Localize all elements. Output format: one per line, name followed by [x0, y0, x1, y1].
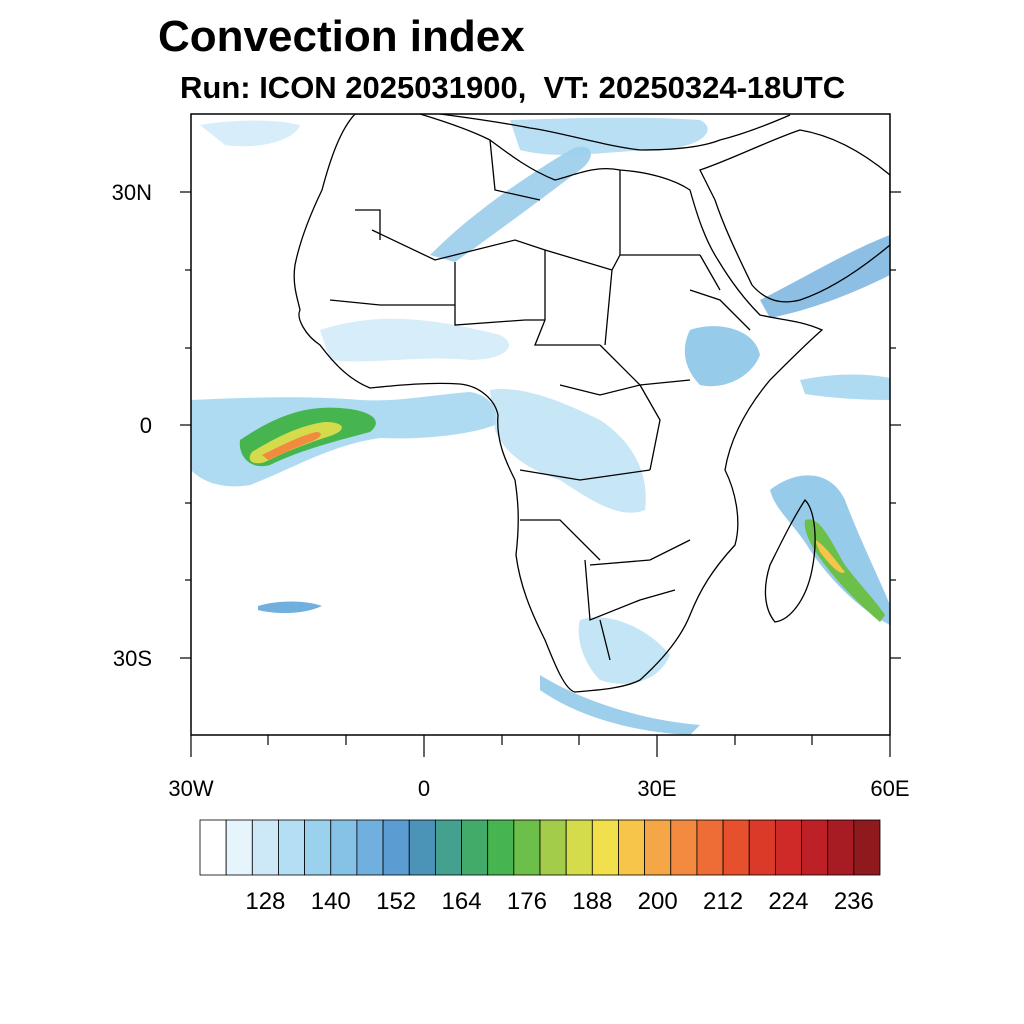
xlabel-30w: 30W — [168, 776, 214, 801]
convection-madagascar-hot — [815, 540, 845, 573]
coastlines-borders — [293, 114, 890, 693]
colorbar-swatch — [251, 819, 279, 876]
colorbar-swatch — [801, 819, 829, 876]
colorbar-swatch — [618, 819, 646, 876]
border-lines — [329, 139, 751, 661]
colorbar-label: 176 — [506, 888, 547, 915]
convection-atlantic-max — [262, 432, 321, 460]
chart-title: Convection index — [158, 12, 525, 61]
colorbar-swatch — [199, 819, 227, 876]
colorbar-label: 128 — [245, 888, 286, 915]
xlabel-0: 0 — [417, 776, 431, 801]
colorbar-swatch — [487, 819, 515, 876]
colorbar-label: 188 — [572, 888, 613, 915]
axis-ticks — [180, 191, 901, 757]
convection-sahel — [320, 318, 509, 362]
colorbar-swatch — [382, 819, 410, 876]
convection-south-africa — [578, 617, 670, 684]
colorbar-label: 200 — [637, 888, 678, 915]
convection-ethiopia — [684, 326, 760, 387]
colorbar — [199, 819, 881, 876]
mediterranean-coast — [439, 114, 791, 151]
colorbar-swatch — [408, 819, 436, 876]
arabian-peninsula — [699, 129, 890, 303]
colorbar-swatch — [591, 819, 619, 876]
convection-fields — [191, 117, 890, 735]
colorbar-swatch — [304, 819, 332, 876]
chart-subtitle: Run: ICON 2025031900, VT: 20250324-18UTC — [180, 70, 846, 105]
colorbar-swatch — [330, 819, 358, 876]
colorbar-swatch — [513, 819, 541, 876]
ylabel-0: 0 — [139, 413, 152, 438]
convection-north-africa — [510, 117, 708, 155]
convection-congo — [490, 389, 646, 513]
convection-arabia — [760, 235, 890, 318]
convection-madagascar-core — [804, 519, 885, 622]
xlabel-60e: 60E — [870, 776, 910, 801]
xlabel-30e: 30E — [637, 776, 677, 801]
colorbar-swatch — [278, 819, 306, 876]
colorbar-label: 140 — [310, 888, 351, 915]
convection-indian-ocean — [800, 374, 890, 400]
colorbar-swatch — [827, 819, 855, 876]
colorbar-swatch — [565, 819, 593, 876]
colorbar-swatch — [774, 819, 802, 876]
colorbar-swatch — [356, 819, 384, 876]
colorbar-label: 152 — [376, 888, 417, 915]
africa-coastline — [293, 114, 824, 693]
colorbar-label: 236 — [833, 888, 874, 915]
convection-west-mediterranean — [200, 120, 300, 147]
colorbar-swatch — [670, 819, 698, 876]
colorbar-label: 164 — [441, 888, 482, 915]
madagascar-coastline — [764, 498, 816, 623]
colorbar-swatch — [461, 819, 489, 876]
convection-atlantic-itcz — [191, 392, 497, 487]
convection-sahara-streak — [430, 146, 591, 262]
colorbar-swatch — [696, 819, 724, 876]
colorbar-swatch — [225, 819, 253, 876]
convection-south-atlantic — [258, 601, 322, 614]
colorbar-swatch — [539, 819, 567, 876]
colorbar-swatch — [853, 819, 881, 876]
colorbar-swatch — [722, 819, 750, 876]
convection-southern-ocean — [540, 675, 700, 735]
ylabel-30n: 30N — [111, 180, 152, 205]
colorbar-swatch — [434, 819, 462, 876]
colorbar-swatch — [644, 819, 672, 876]
ylabel-30s: 30S — [112, 646, 152, 671]
colorbar-label: 224 — [768, 888, 809, 915]
colorbar-swatch — [748, 819, 776, 876]
colorbar-label: 212 — [703, 888, 744, 915]
